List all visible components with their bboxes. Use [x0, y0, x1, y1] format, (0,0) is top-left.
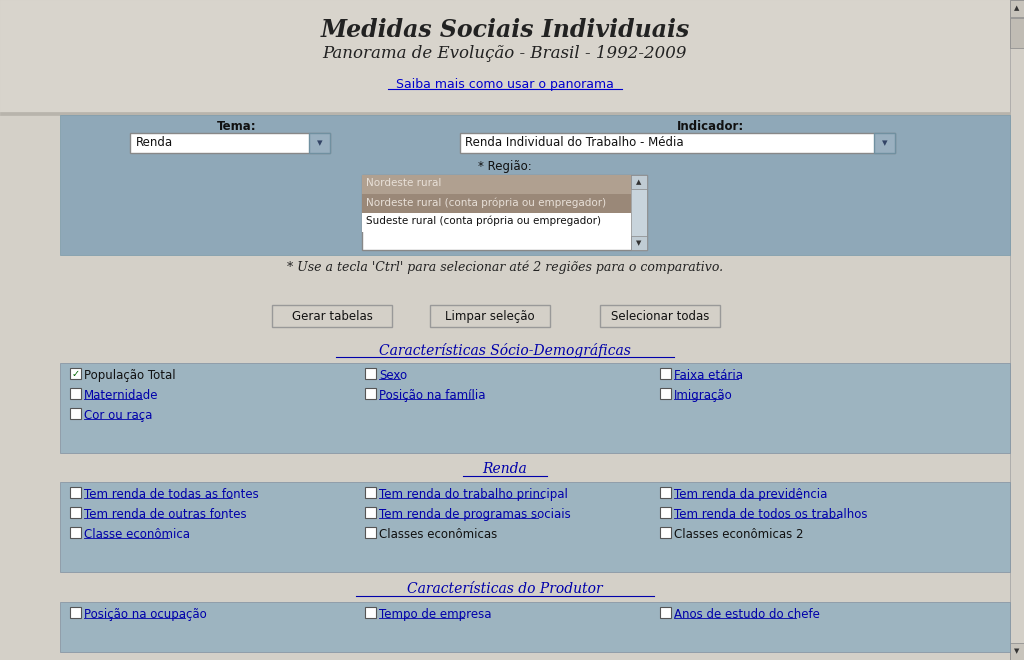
Text: Renda: Renda [136, 136, 173, 149]
Text: Posição na família: Posição na família [379, 389, 485, 402]
Text: Tem renda do trabalho principal: Tem renda do trabalho principal [379, 488, 568, 501]
Text: Limpar seleção: Limpar seleção [445, 310, 535, 323]
Text: Características Sócio-Demográficas: Características Sócio-Demográficas [379, 343, 631, 358]
Bar [60, 363, 1010, 453]
Bar [60, 602, 1010, 652]
Text: Classe econômica: Classe econômica [84, 528, 190, 541]
Bar [60, 115, 1010, 255]
Bar [660, 507, 671, 518]
Bar [1010, 643, 1024, 660]
Bar [365, 368, 376, 379]
Bar [600, 305, 720, 327]
Bar [365, 487, 376, 498]
Text: Sexo: Sexo [379, 369, 408, 382]
Text: Classes econômicas 2: Classes econômicas 2 [674, 528, 804, 541]
Bar [365, 527, 376, 538]
Bar [0, 0, 1010, 115]
Text: Renda Individual do Trabalho - Média: Renda Individual do Trabalho - Média [465, 136, 684, 149]
Text: Tem renda de todos os trabalhos: Tem renda de todos os trabalhos [674, 508, 867, 521]
Text: * Use a tecla 'Ctrl' para selecionar até 2 regiões para o comparativo.: * Use a tecla 'Ctrl' para selecionar até… [287, 260, 723, 273]
Text: Nordeste rural: Nordeste rural [366, 178, 441, 188]
Bar [365, 388, 376, 399]
Text: Panorama de Evolução - Brasil - 1992-2009: Panorama de Evolução - Brasil - 1992-200… [323, 45, 687, 62]
Bar [460, 133, 895, 153]
Bar [1010, 0, 1024, 660]
Text: Classes econômicas: Classes econômicas [379, 528, 498, 541]
Bar [631, 236, 647, 250]
Text: Indicador:: Indicador: [677, 120, 743, 133]
Text: Renda: Renda [482, 462, 527, 476]
Text: Nordeste rural (conta própria ou empregador): Nordeste rural (conta própria ou emprega… [366, 197, 606, 207]
Text: População Total: População Total [84, 369, 176, 382]
Bar [362, 175, 631, 194]
Bar [70, 408, 81, 419]
Text: Saiba mais como usar o panorama: Saiba mais como usar o panorama [396, 78, 614, 91]
Text: Imigração: Imigração [674, 389, 733, 402]
Text: Medidas Sociais Individuais: Medidas Sociais Individuais [321, 18, 689, 42]
Text: * Região:: * Região: [478, 160, 531, 173]
Text: Selecionar todas: Selecionar todas [610, 310, 710, 323]
Bar [874, 133, 895, 153]
Bar [631, 175, 647, 189]
Bar [0, 112, 1010, 115]
Text: Gerar tabelas: Gerar tabelas [292, 310, 373, 323]
Bar [60, 482, 1010, 572]
Text: Tem renda de todas as fontes: Tem renda de todas as fontes [84, 488, 259, 501]
Bar [70, 607, 81, 618]
Bar [430, 305, 550, 327]
Bar [660, 527, 671, 538]
Text: ▾: ▾ [882, 138, 888, 148]
Bar [362, 194, 631, 213]
Text: ▾: ▾ [316, 138, 323, 148]
Text: Anos de estudo do chefe: Anos de estudo do chefe [674, 608, 820, 621]
Bar [660, 487, 671, 498]
Text: Tem renda de programas sociais: Tem renda de programas sociais [379, 508, 570, 521]
Bar [70, 368, 81, 379]
Bar [70, 507, 81, 518]
Text: Tempo de empresa: Tempo de empresa [379, 608, 492, 621]
Text: ✓: ✓ [72, 368, 80, 378]
Text: Tema:: Tema: [217, 120, 257, 133]
Bar [272, 305, 392, 327]
Text: Sudeste rural (conta própria ou empregador): Sudeste rural (conta própria ou empregad… [366, 216, 601, 226]
Bar [362, 213, 631, 232]
Bar [365, 607, 376, 618]
Bar [631, 175, 647, 250]
Text: Tem renda de outras fontes: Tem renda de outras fontes [84, 508, 247, 521]
Bar [70, 487, 81, 498]
Bar [660, 368, 671, 379]
Bar [1010, 18, 1024, 48]
Text: ▲: ▲ [1015, 5, 1020, 11]
Text: ▼: ▼ [1015, 649, 1020, 655]
Bar [660, 607, 671, 618]
Bar [660, 388, 671, 399]
Text: Características do Produtor: Características do Produtor [408, 582, 603, 596]
Bar [70, 388, 81, 399]
Text: Cor ou raça: Cor ou raça [84, 409, 153, 422]
Text: Faixa etária: Faixa etária [674, 369, 743, 382]
Bar [1010, 0, 1024, 17]
Bar [362, 175, 647, 250]
Text: ▼: ▼ [636, 240, 642, 246]
Text: Tem renda da previdência: Tem renda da previdência [674, 488, 827, 501]
Bar [130, 133, 330, 153]
Bar [365, 507, 376, 518]
Text: Posição na ocupação: Posição na ocupação [84, 608, 207, 621]
Bar [309, 133, 330, 153]
Bar [70, 527, 81, 538]
Text: ▲: ▲ [636, 179, 642, 185]
Text: Maternidade: Maternidade [84, 389, 159, 402]
